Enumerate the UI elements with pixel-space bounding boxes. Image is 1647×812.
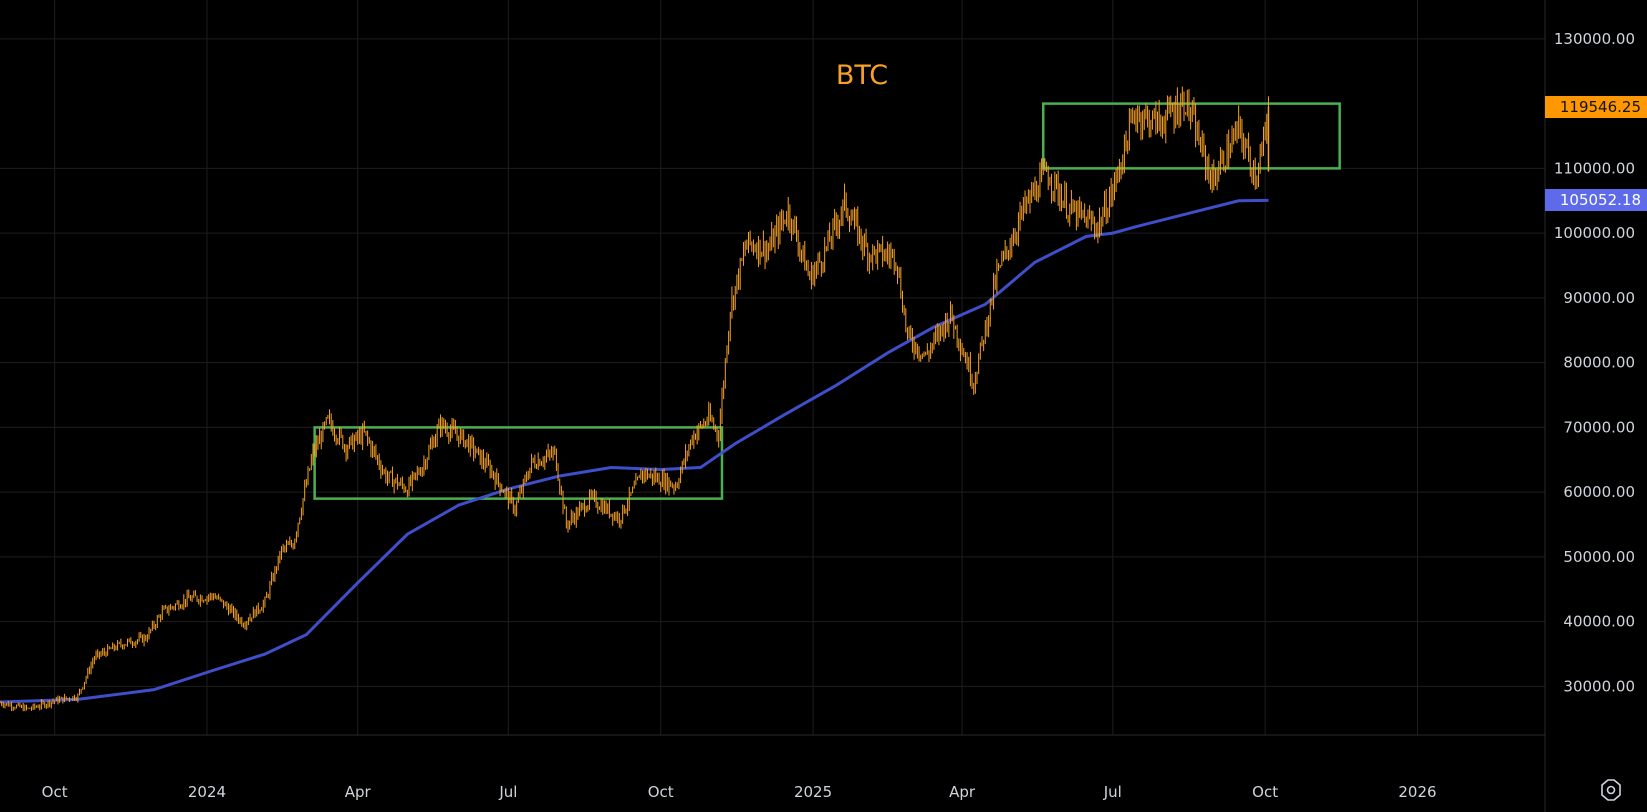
x-tick-label: Oct bbox=[42, 783, 68, 801]
price-bars bbox=[0, 86, 1269, 712]
y-tick-label: 110000.00 bbox=[1554, 159, 1635, 177]
y-tick-label: 90000.00 bbox=[1563, 289, 1635, 307]
chart-title: BTC bbox=[836, 60, 888, 91]
x-tick-label: Jul bbox=[1103, 783, 1122, 801]
moving-average-price-label: 105052.18 bbox=[1545, 189, 1647, 212]
grid-lines bbox=[0, 0, 1545, 735]
last-price-label: 119546.25 bbox=[1545, 95, 1647, 118]
range-box bbox=[1041, 102, 1341, 170]
x-tick-label: Oct bbox=[648, 783, 674, 801]
y-tick-label: 40000.00 bbox=[1563, 613, 1635, 631]
x-tick-label: Apr bbox=[345, 783, 372, 801]
y-tick-label: 30000.00 bbox=[1563, 677, 1635, 695]
y-tick-label: 60000.00 bbox=[1563, 483, 1635, 501]
x-tick-label: 2025 bbox=[794, 783, 832, 801]
settings-gear-icon[interactable] bbox=[1599, 778, 1623, 802]
x-tick-label: 2026 bbox=[1398, 783, 1436, 801]
y-tick-label: 80000.00 bbox=[1563, 354, 1635, 372]
y-tick-label: 50000.00 bbox=[1563, 548, 1635, 566]
x-tick-label: Apr bbox=[949, 783, 976, 801]
y-tick-label: 130000.00 bbox=[1554, 30, 1635, 48]
y-tick-label: 100000.00 bbox=[1554, 224, 1635, 242]
gear-icon bbox=[1601, 779, 1621, 801]
x-tick-label: Jul bbox=[498, 783, 517, 801]
x-tick-label: 2024 bbox=[188, 783, 226, 801]
x-tick-label: Oct bbox=[1252, 783, 1278, 801]
moving-average-line bbox=[0, 198, 1269, 704]
y-tick-label: 70000.00 bbox=[1563, 418, 1635, 436]
